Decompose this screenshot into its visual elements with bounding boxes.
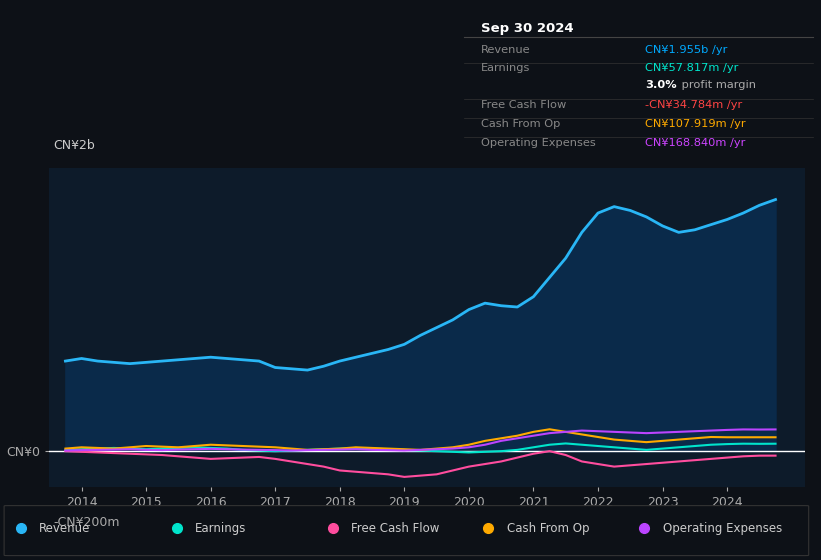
Text: Cash From Op: Cash From Op [481,119,561,129]
Text: CN¥107.919m /yr: CN¥107.919m /yr [645,119,746,129]
Text: Revenue: Revenue [481,44,531,54]
Text: Operating Expenses: Operating Expenses [663,522,782,535]
Text: CN¥1.955b /yr: CN¥1.955b /yr [645,44,727,54]
Text: CN¥2b: CN¥2b [53,139,94,152]
Text: CN¥168.840m /yr: CN¥168.840m /yr [645,138,745,148]
Text: CN¥57.817m /yr: CN¥57.817m /yr [645,63,739,73]
Text: Operating Expenses: Operating Expenses [481,138,596,148]
Text: -CN¥34.784m /yr: -CN¥34.784m /yr [645,100,742,110]
Text: Free Cash Flow: Free Cash Flow [351,522,439,535]
Text: profit margin: profit margin [678,81,756,90]
Text: Earnings: Earnings [195,522,246,535]
Text: Revenue: Revenue [39,522,90,535]
Text: Sep 30 2024: Sep 30 2024 [481,22,574,35]
Text: 3.0%: 3.0% [645,81,677,90]
Text: Free Cash Flow: Free Cash Flow [481,100,566,110]
Text: -CN¥200m: -CN¥200m [53,516,120,529]
Text: Cash From Op: Cash From Op [507,522,589,535]
Text: Earnings: Earnings [481,63,530,73]
